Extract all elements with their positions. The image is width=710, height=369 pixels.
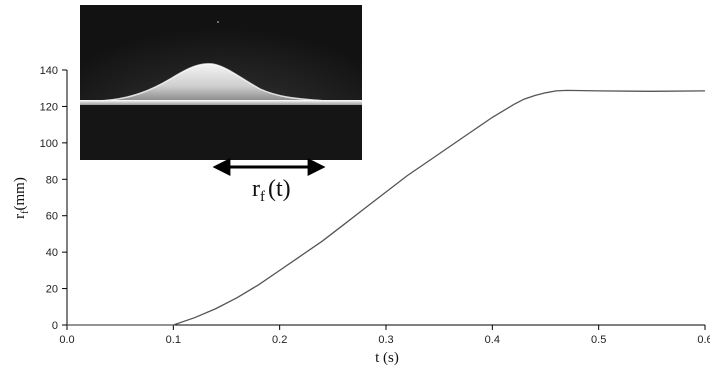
inset-lower-shadow: [80, 105, 362, 160]
inset-speck: [217, 21, 219, 23]
y-tick-label: 120: [40, 101, 58, 113]
x-axis-title: t (s): [375, 350, 399, 366]
y-tick-label: 20: [46, 284, 58, 296]
x-tick-label: 0.5: [591, 334, 606, 346]
inset-photo: [80, 5, 362, 160]
y-tick-label: 40: [46, 247, 58, 259]
y-tick-label: 80: [46, 174, 58, 186]
inset-plate-surface: [80, 100, 362, 105]
inset-droplet: [96, 63, 326, 101]
x-tick-label: 0.3: [378, 334, 393, 346]
y-tick-label: 60: [46, 211, 58, 223]
y-tick-label: 0: [52, 320, 58, 332]
inset-caption: rf (t): [252, 176, 291, 205]
data-line-rf: [67, 89, 706, 326]
y-tick-label: 100: [40, 138, 58, 150]
x-tick-label: 0.0: [59, 334, 74, 346]
inset-droplet-edge: [95, 63, 327, 102]
x-tick-label: 0.2: [272, 334, 287, 346]
x-tick-label: 0.6: [697, 334, 710, 346]
y-tick-label: 140: [40, 65, 58, 77]
x-tick-label: 0.1: [166, 334, 181, 346]
x-tick-label: 0.4: [485, 334, 500, 346]
y-axis-title: rf(mm): [12, 177, 31, 219]
y-axis-ticks: 0 20 40 60 80 100 120 140: [40, 65, 67, 332]
x-axis-ticks: 0.0 0.1 0.2 0.3 0.4 0.5 0.6: [59, 325, 710, 346]
